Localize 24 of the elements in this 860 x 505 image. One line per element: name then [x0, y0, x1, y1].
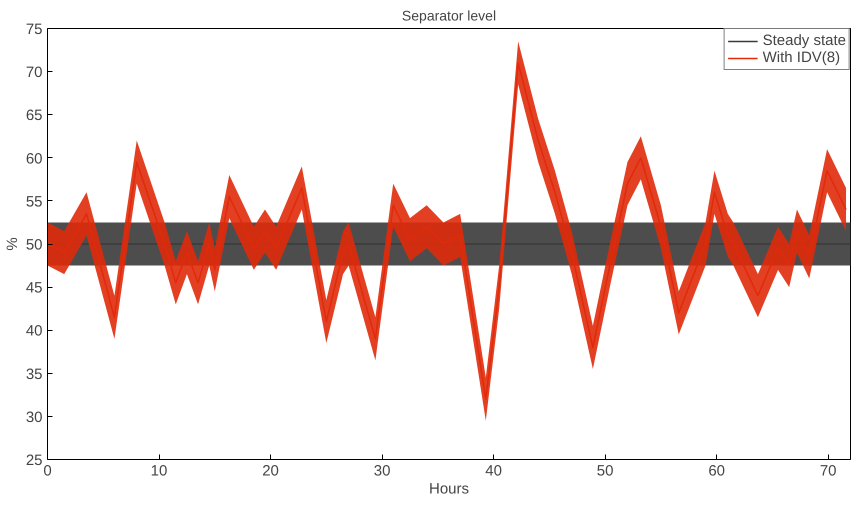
y-tick-label: 55 — [26, 193, 43, 210]
x-tick-label: 70 — [820, 462, 837, 480]
y-tick-label: 65 — [26, 107, 43, 124]
x-tick-label: 30 — [374, 462, 390, 480]
y-tick-label: 45 — [26, 280, 43, 297]
y-tick-label: 75 — [26, 21, 43, 38]
x-tick-label: 40 — [485, 462, 502, 480]
chart-title: Separator level — [402, 8, 496, 24]
y-tick-label: 25 — [26, 452, 43, 469]
x-tick-label: 10 — [150, 462, 168, 480]
y-tick-label: 60 — [26, 150, 43, 168]
x-tick-label: 50 — [596, 462, 614, 480]
x-axis-title: Hours — [428, 480, 470, 498]
y-tick-label: 30 — [26, 408, 43, 426]
x-tick-label: 20 — [262, 462, 279, 480]
y-axis-title: % — [4, 237, 21, 251]
x-tick-label: 0 — [43, 462, 52, 480]
y-tick-label: 70 — [26, 64, 43, 82]
y-tick-label: 50 — [26, 236, 43, 254]
y-tick-label: 40 — [26, 322, 43, 340]
legend-label: With IDV(8) — [762, 49, 840, 66]
x-tick-label: 60 — [708, 462, 726, 480]
y-tick-label: 35 — [26, 366, 43, 383]
legend-label: Steady state — [762, 32, 846, 49]
